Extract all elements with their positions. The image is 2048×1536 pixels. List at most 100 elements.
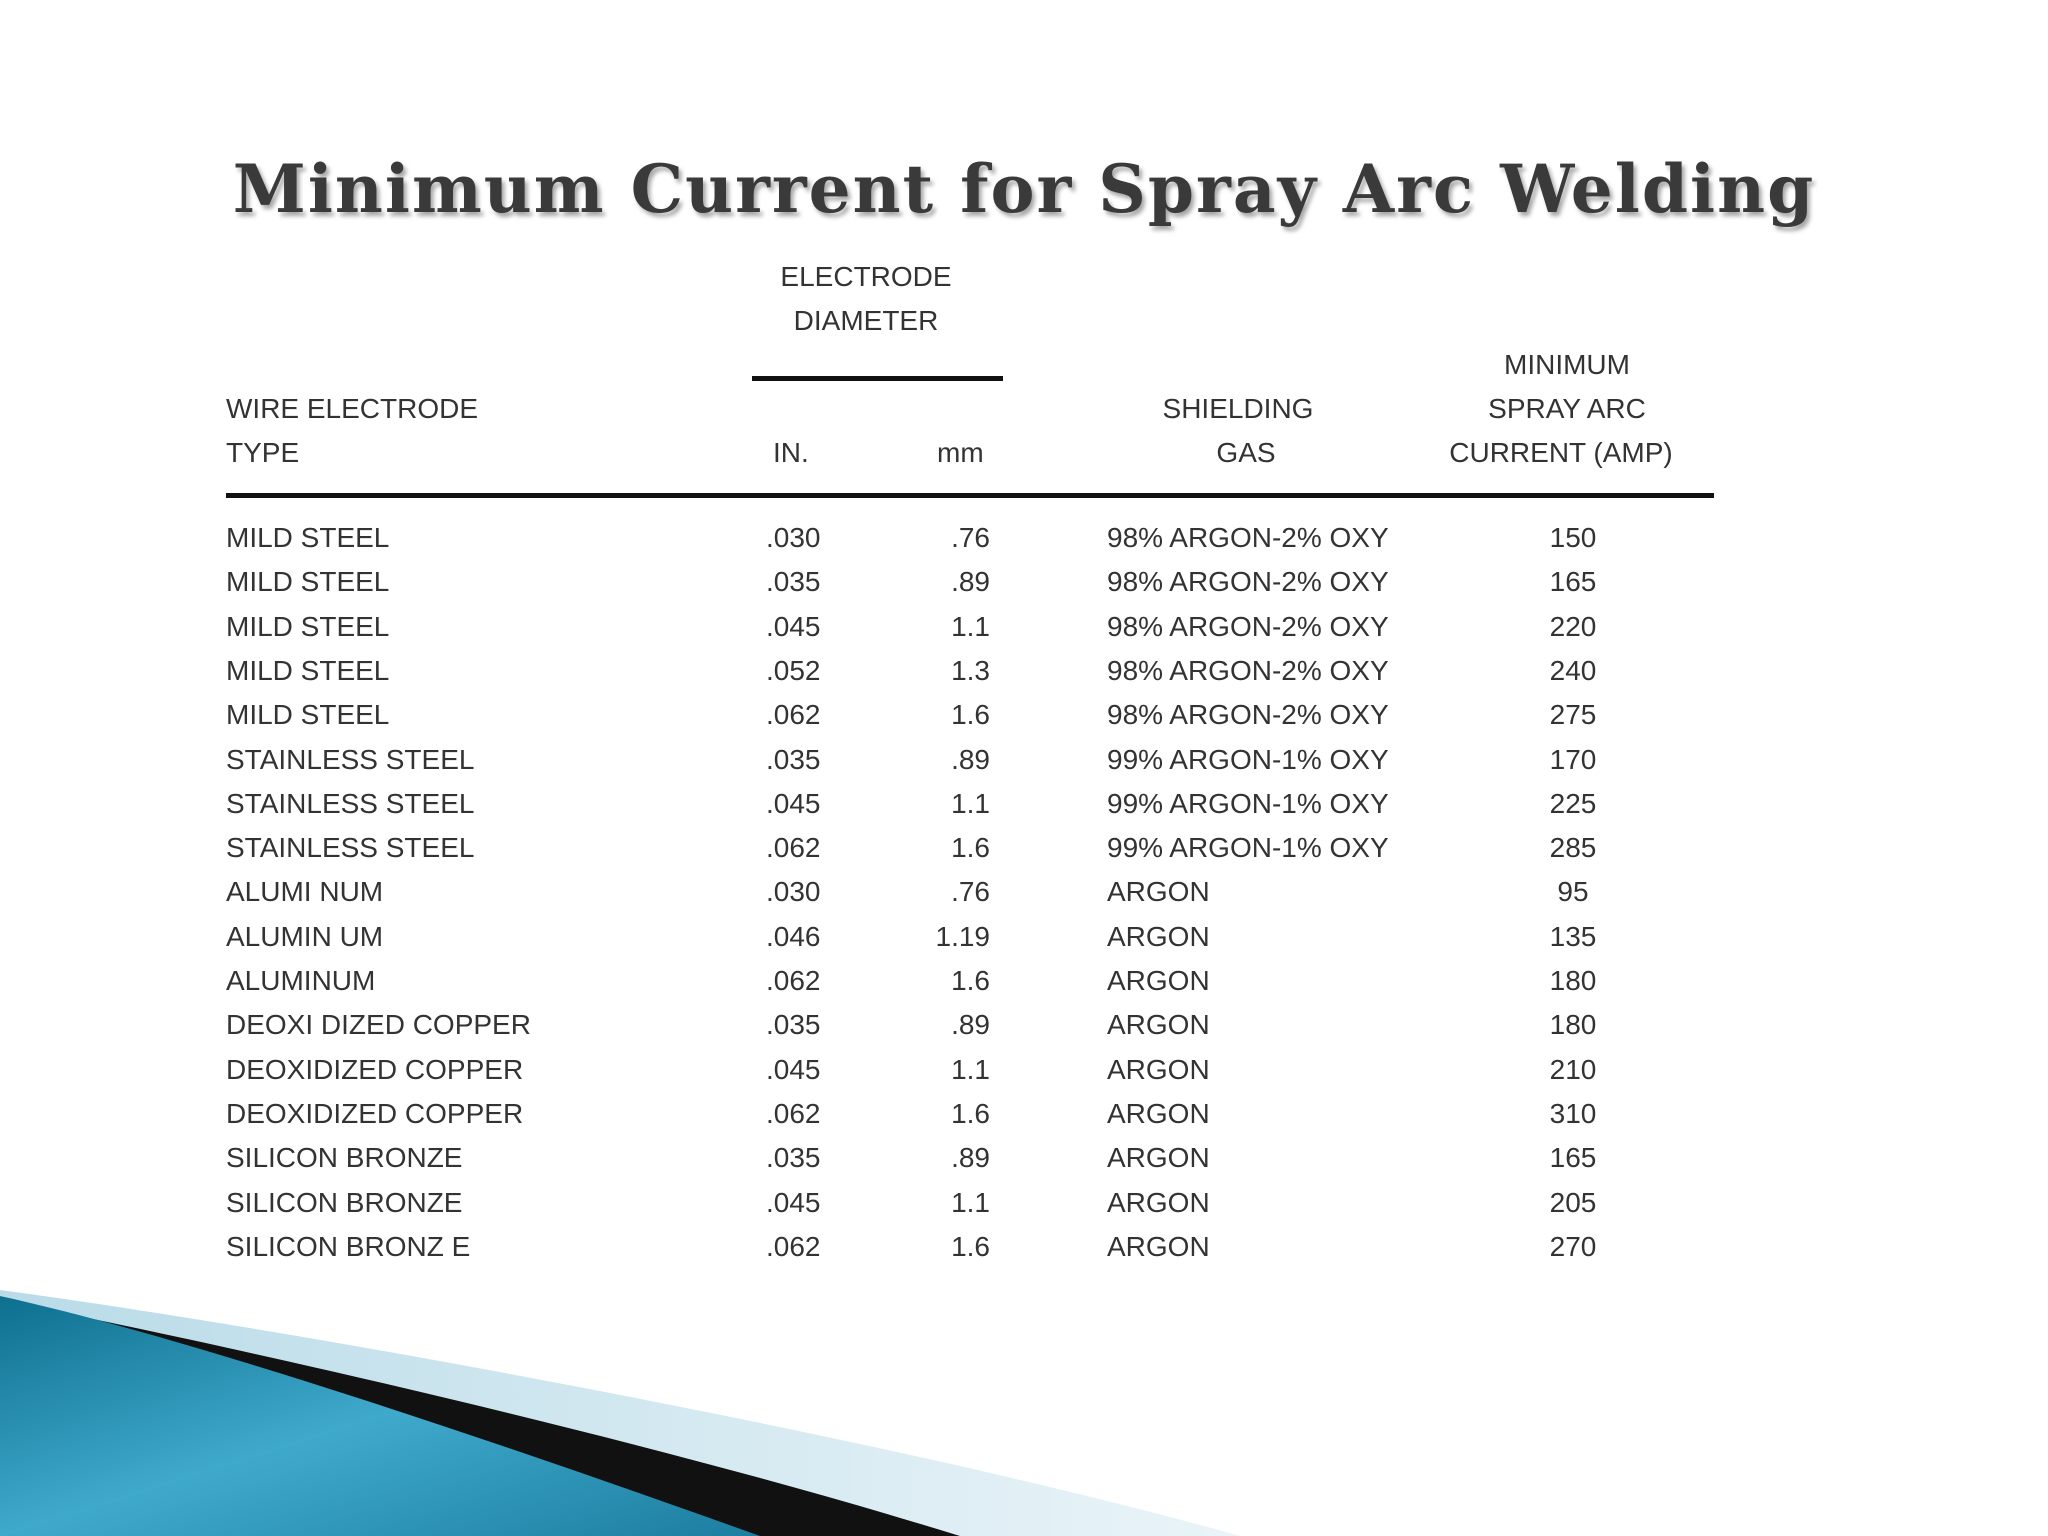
- cell-wire-type: SILICON BRONZE: [226, 1142, 463, 1174]
- table-row: STAINLESS STEEL .062 1.6 99% ARGON-1% OXY 28…: [0, 826, 2048, 870]
- cell-shielding-gas: ARGON: [1107, 1142, 1210, 1174]
- header-in: IN.: [773, 437, 809, 468]
- cell-diameter-in: .030: [766, 876, 821, 908]
- cell-wire-type: ALUMI NUM: [226, 876, 384, 908]
- cell-shielding-gas: 99% ARGON-1% OXY: [1107, 743, 1389, 775]
- table-row: ALUMI NUM .030 .76 ARGON 95: [0, 870, 2048, 914]
- cell-diameter-mm: .89: [951, 1009, 990, 1041]
- cell-diameter-in: .045: [766, 1186, 821, 1218]
- header-current-line3: CURRENT (AMP): [1449, 437, 1673, 468]
- cell-wire-type: MILD STEEL: [226, 522, 390, 553]
- cell-min-current: 310: [1549, 1097, 1597, 1129]
- cell-diameter-in: .046: [766, 920, 821, 952]
- cell-wire-type: SILICON BRONZ E: [226, 1230, 471, 1262]
- table-row: MILD STEEL .052 1.3 98% ARGON-2% OXY 240: [0, 649, 2048, 693]
- cell-shielding-gas: ARGON: [1107, 965, 1210, 996]
- cell-min-current: 150: [1549, 522, 1597, 553]
- cell-shielding-gas: 98% ARGON-2% OXY: [1107, 654, 1389, 686]
- cell-diameter-in: .045: [766, 787, 821, 819]
- cell-diameter-in: .062: [766, 965, 821, 996]
- cell-diameter-mm: .89: [951, 743, 990, 775]
- table-row: MILD STEEL .045 1.1 98% ARGON-2% OXY 220: [0, 605, 2048, 649]
- cell-min-current: 270: [1549, 1230, 1597, 1262]
- cell-min-current: 165: [1549, 1142, 1597, 1174]
- cell-min-current: 180: [1549, 1009, 1597, 1041]
- cell-wire-type: MILD STEEL: [226, 610, 390, 642]
- cell-shielding-gas: 98% ARGON-2% OXY: [1107, 522, 1389, 553]
- cell-min-current: 135: [1549, 920, 1597, 952]
- cell-wire-type: STAINLESS STEEL: [226, 787, 475, 819]
- table-row: SILICON BRONZ E .062 1.6 ARGON 270: [0, 1225, 2048, 1269]
- table-row: DEOXI DIZED COPPER .035 .89 ARGON 180: [0, 1003, 2048, 1047]
- cell-diameter-mm: .89: [951, 1142, 990, 1174]
- cell-diameter-mm: .76: [951, 522, 990, 553]
- cell-min-current: 95: [1557, 876, 1589, 908]
- table-row: SILICON BRONZE .035 .89 ARGON 165: [0, 1136, 2048, 1180]
- cell-wire-type: MILD STEEL: [226, 654, 390, 686]
- cell-diameter-mm: .76: [951, 876, 990, 908]
- header-gas-line1: SHIELDING: [1162, 393, 1314, 424]
- cell-diameter-mm: 1.19: [935, 920, 991, 952]
- cell-diameter-in: .030: [766, 522, 821, 553]
- table-row: STAINLESS STEEL .035 .89 99% ARGON-1% OXY 17…: [0, 738, 2048, 782]
- cell-wire-type: ALUMINUM: [226, 965, 376, 996]
- table-row: STAINLESS STEEL .045 1.1 99% ARGON-1% OXY 22…: [0, 782, 2048, 826]
- cell-shielding-gas: 98% ARGON-2% OXY: [1107, 610, 1389, 642]
- cell-wire-type: DEOXIDIZED COPPER: [226, 1097, 524, 1129]
- cell-shielding-gas: 98% ARGON-2% OXY: [1107, 566, 1389, 598]
- cell-diameter-mm: 1.1: [951, 1053, 990, 1085]
- header-current-line1: MINIMUM: [1504, 349, 1630, 380]
- cell-wire-type: STAINLESS STEEL: [226, 743, 475, 775]
- table-row: MILD STEEL .030 .76 98% ARGON-2% OXY 150: [0, 516, 2048, 560]
- cell-diameter-in: .052: [766, 654, 821, 686]
- cell-min-current: 170: [1549, 743, 1597, 775]
- cell-diameter-in: .045: [766, 610, 821, 642]
- header-mm: mm: [937, 437, 984, 468]
- cell-wire-type: DEOXIDIZED COPPER: [226, 1053, 524, 1085]
- cell-wire-type: MILD STEEL: [226, 699, 390, 731]
- cell-shielding-gas: 98% ARGON-2% OXY: [1107, 699, 1389, 731]
- cell-diameter-mm: 1.6: [951, 1097, 990, 1129]
- cell-shielding-gas: ARGON: [1107, 1053, 1210, 1085]
- cell-wire-type: STAINLESS STEEL: [226, 832, 475, 864]
- cell-diameter-mm: 1.6: [951, 965, 990, 996]
- table-row: DEOXIDIZED COPPER .045 1.1 ARGON 210: [0, 1048, 2048, 1092]
- header-diameter-line2: DIAMETER: [793, 305, 939, 336]
- table-row: DEOXIDIZED COPPER .062 1.6 ARGON 310: [0, 1092, 2048, 1136]
- cell-shielding-gas: 99% ARGON-1% OXY: [1107, 832, 1389, 864]
- cell-diameter-mm: 1.1: [951, 787, 990, 819]
- cell-shielding-gas: ARGON: [1107, 1097, 1210, 1129]
- cell-min-current: 240: [1549, 654, 1597, 686]
- cell-diameter-mm: .89: [951, 566, 990, 598]
- cell-diameter-in: .045: [766, 1053, 821, 1085]
- cell-wire-type: ALUMIN UM: [226, 920, 384, 952]
- cell-min-current: 275: [1549, 699, 1597, 731]
- cell-diameter-in: .035: [766, 566, 821, 598]
- header-gas-line2: GAS: [1216, 437, 1276, 468]
- cell-shielding-gas: ARGON: [1107, 1186, 1210, 1218]
- cell-shielding-gas: ARGON: [1107, 876, 1210, 908]
- slide-title: Minimum Current for Spray Arc Welding: [232, 150, 1816, 228]
- cell-min-current: 285: [1549, 832, 1597, 864]
- cell-diameter-in: .035: [766, 1009, 821, 1041]
- cell-diameter-mm: 1.6: [951, 699, 990, 731]
- cell-diameter-in: .062: [766, 832, 821, 864]
- cell-diameter-mm: 1.6: [951, 832, 990, 864]
- cell-diameter-in: .035: [766, 743, 821, 775]
- cell-shielding-gas: ARGON: [1107, 1009, 1210, 1041]
- header-current-line2: SPRAY ARC: [1488, 393, 1646, 424]
- cell-wire-type: SILICON BRONZE: [226, 1186, 463, 1218]
- cell-min-current: 225: [1549, 787, 1597, 819]
- table-row: ALUMINUM .062 1.6 ARGON 180: [0, 959, 2048, 1003]
- cell-diameter-in: .035: [766, 1142, 821, 1174]
- cell-diameter-mm: 1.1: [951, 1186, 990, 1218]
- cell-diameter-mm: 1.6: [951, 1230, 990, 1262]
- cell-diameter-mm: 1.1: [951, 610, 990, 642]
- cell-shielding-gas: ARGON: [1107, 920, 1210, 952]
- cell-min-current: 220: [1549, 610, 1597, 642]
- cell-diameter-in: .062: [766, 1097, 821, 1129]
- table-row: ALUMIN UM .046 1.19 ARGON 135: [0, 915, 2048, 959]
- header-bottom-rule: [226, 493, 1714, 498]
- table-row: SILICON BRONZE .045 1.1 ARGON 205: [0, 1181, 2048, 1225]
- header-electrode-line1: ELECTRODE: [780, 261, 952, 292]
